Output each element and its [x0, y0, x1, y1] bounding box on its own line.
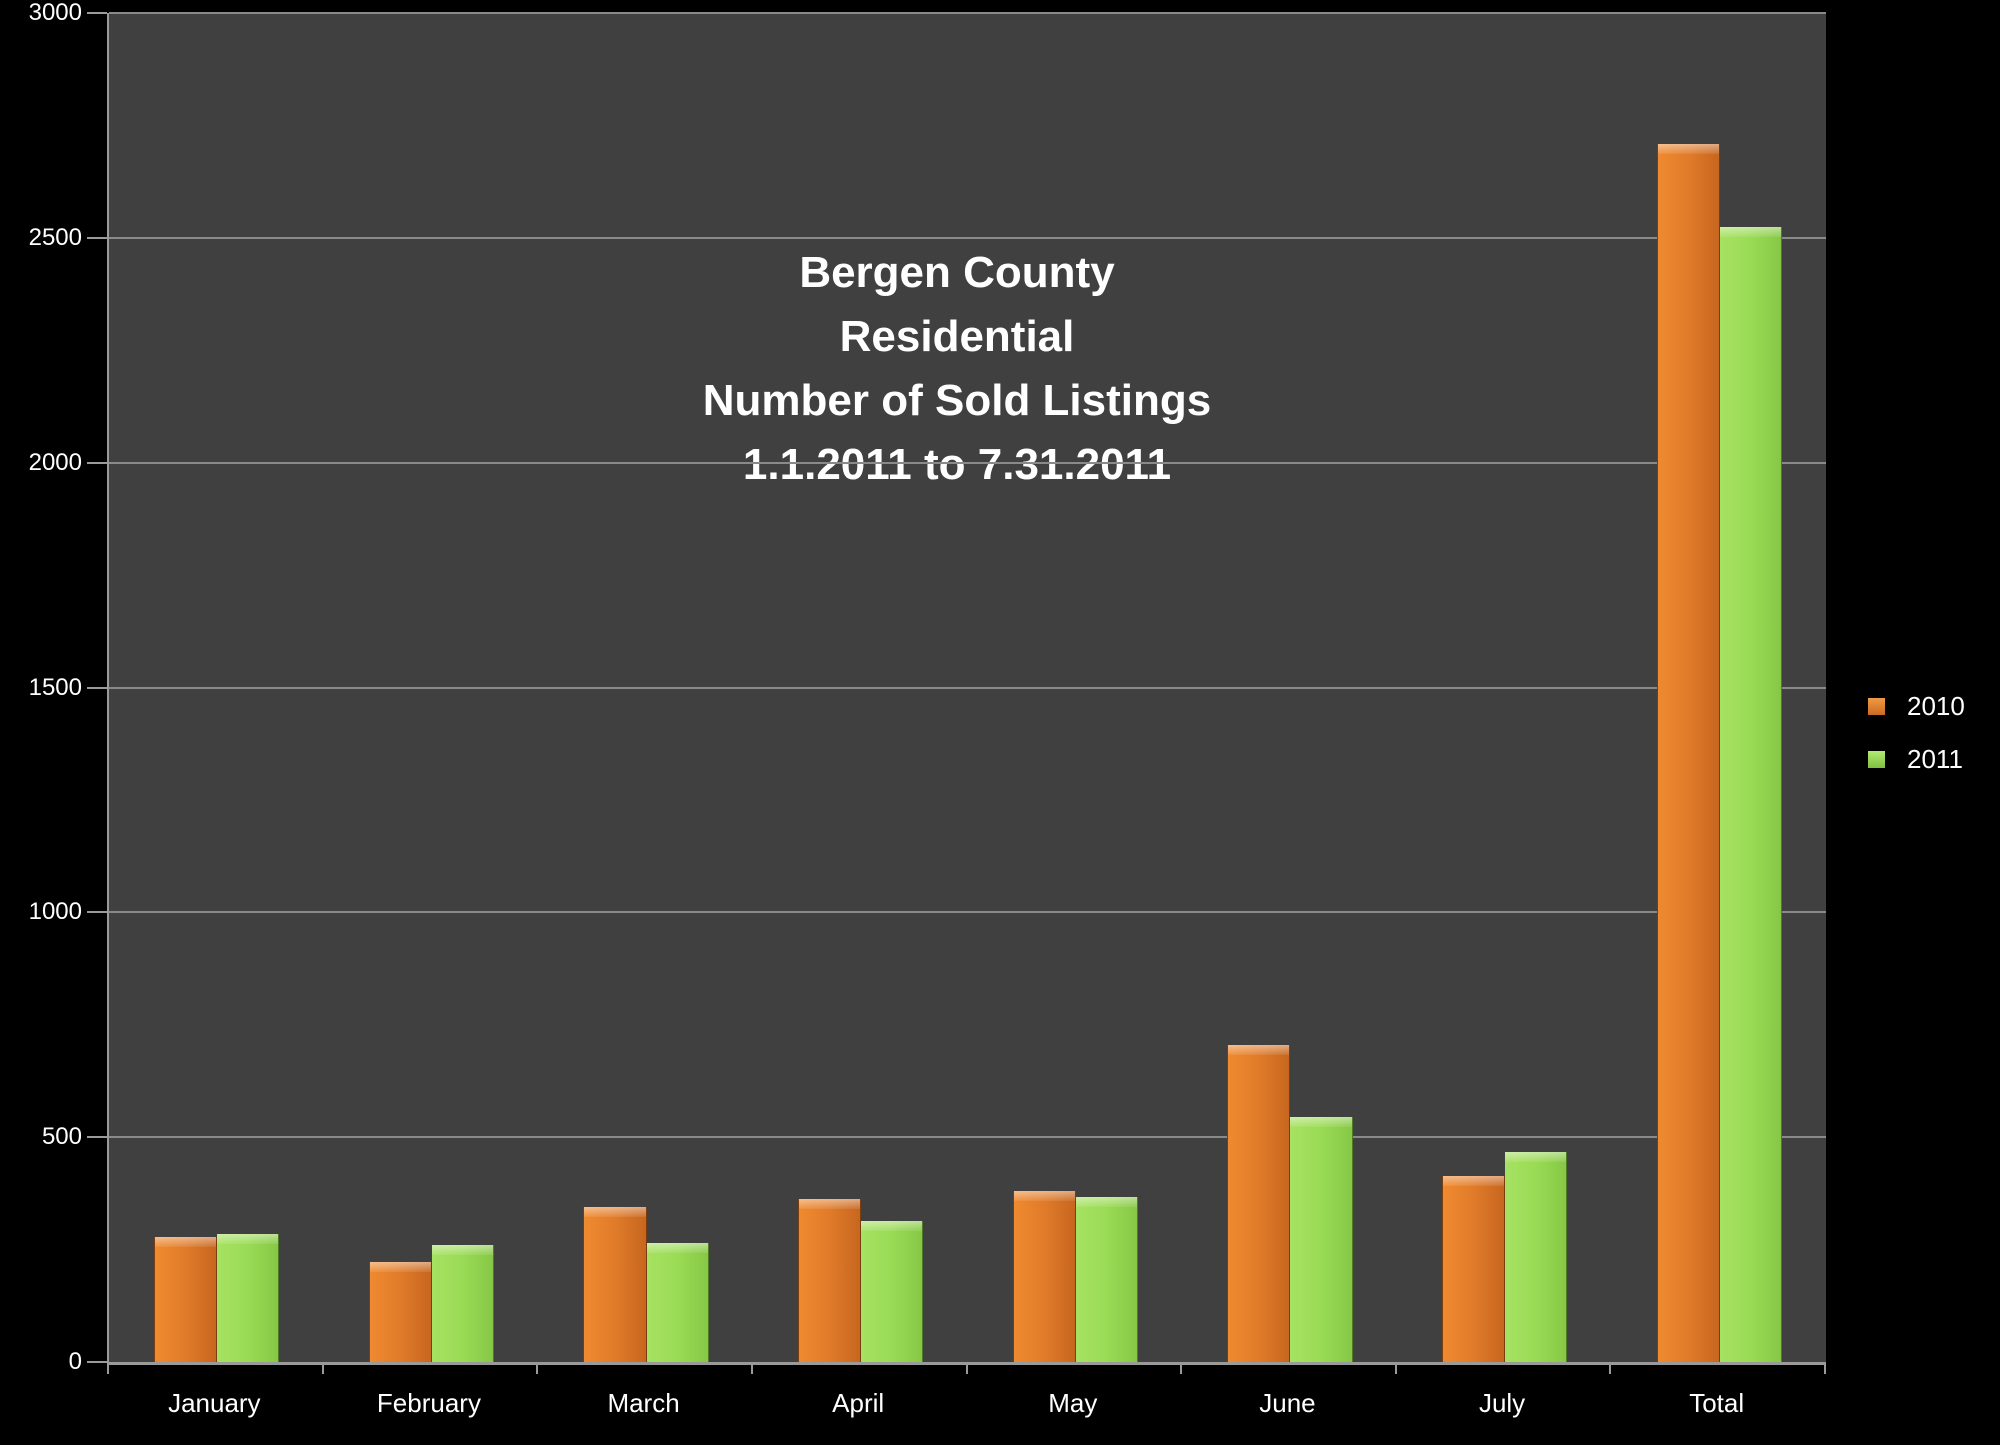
- legend-label: 2011: [1907, 744, 1963, 774]
- y-tick-label: 500: [41, 1123, 82, 1151]
- y-tick: [87, 1136, 107, 1139]
- plot-area: Bergen County Residential Number of Sold…: [107, 12, 1826, 1362]
- x-tick-label: January: [168, 1388, 261, 1418]
- y-tick: [87, 461, 107, 464]
- bar-2010-june: [1228, 1045, 1290, 1362]
- gridline: [109, 1136, 1826, 1139]
- bar-2011-february: [431, 1245, 494, 1362]
- x-tick: [1394, 1362, 1397, 1374]
- x-tick: [1180, 1362, 1183, 1374]
- bar-2011-may: [1075, 1196, 1138, 1362]
- gridline: [109, 236, 1826, 239]
- bar-2011-january: [217, 1233, 279, 1362]
- y-tick-label: 3000: [28, 0, 82, 26]
- gridline: [109, 686, 1826, 689]
- bar-2010-may: [1013, 1191, 1075, 1362]
- title-line-4: 1.1.2011 to 7.31.2011: [742, 440, 1172, 489]
- bar-2010-april: [799, 1199, 861, 1362]
- legend-label: 2010: [1907, 691, 1965, 721]
- bar-2011-march: [646, 1242, 708, 1362]
- legend-item-2010: 2010: [1868, 680, 1965, 733]
- bar-2010-february: [369, 1262, 432, 1362]
- x-tick: [965, 1362, 968, 1374]
- title-line-2: Residential: [839, 312, 1075, 361]
- x-tick: [750, 1362, 753, 1374]
- bar-2010-july: [1442, 1175, 1505, 1362]
- bar-2010-january: [155, 1237, 217, 1362]
- legend-marker-2011-icon: [1868, 751, 1885, 768]
- y-tick-label: 1500: [28, 673, 82, 701]
- y-tick: [87, 12, 107, 14]
- y-tick-label: 0: [68, 1348, 82, 1375]
- x-tick: [321, 1362, 324, 1374]
- x-tick: [536, 1362, 539, 1374]
- y-tick-label: 2500: [28, 223, 82, 251]
- y-tick: [87, 236, 107, 239]
- gridline: [109, 12, 1826, 14]
- legend-marker-2010-icon: [1868, 698, 1885, 715]
- x-tick-label: May: [1048, 1388, 1098, 1418]
- x-tick-label: July: [1478, 1388, 1526, 1418]
- legend: 2010 2011: [1868, 680, 1965, 786]
- title-line-1: Bergen County: [799, 248, 1115, 297]
- x-tick-label: February: [376, 1388, 481, 1418]
- y-tick-label: 1000: [28, 898, 82, 926]
- gridline: [109, 911, 1826, 914]
- x-tick: [1609, 1362, 1612, 1374]
- x-tick-label: June: [1259, 1388, 1316, 1418]
- y-tick: [87, 686, 107, 689]
- y-tick-label: 2000: [28, 448, 82, 476]
- chart-title: Bergen County Residential Number of Sold…: [657, 241, 1257, 497]
- bar-2010-march: [584, 1206, 646, 1362]
- x-tick: [1824, 1362, 1826, 1374]
- bar-2011-total: [1719, 227, 1782, 1362]
- x-tick: [107, 1362, 109, 1374]
- x-tick-label: Total: [1689, 1388, 1745, 1418]
- y-tick: [87, 1361, 107, 1363]
- y-tick: [87, 911, 107, 914]
- bar-2011-june: [1290, 1116, 1352, 1362]
- legend-item-2011: 2011: [1868, 733, 1965, 786]
- gridline: [109, 461, 1826, 464]
- title-line-3: Number of Sold Listings: [702, 376, 1212, 425]
- x-tick-label: March: [607, 1388, 680, 1418]
- bar-2011-july: [1505, 1152, 1567, 1362]
- x-tick-label: April: [832, 1388, 885, 1418]
- bar-2011-april: [861, 1220, 923, 1362]
- bar-2010-total: [1657, 143, 1719, 1362]
